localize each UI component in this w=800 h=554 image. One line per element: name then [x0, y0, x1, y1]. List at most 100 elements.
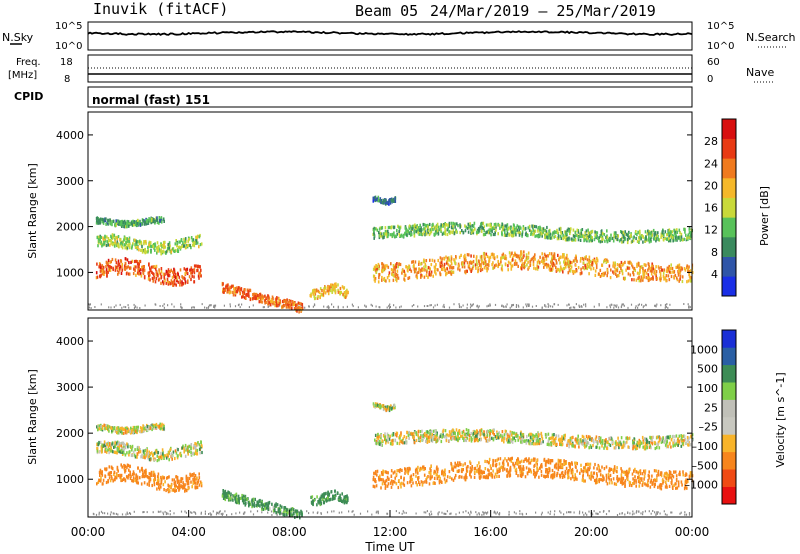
echo-cell [165, 281, 168, 285]
echo-cell [262, 295, 264, 299]
echo-cell [379, 231, 382, 235]
echo-cell [328, 492, 331, 496]
ground-scatter-cell [165, 513, 167, 516]
ground-scatter-cell [509, 306, 511, 309]
echo-cell [685, 238, 688, 242]
echo-cell [191, 473, 194, 477]
echo-cell [185, 448, 187, 452]
echo-cell [108, 238, 110, 243]
echo-cell [584, 263, 586, 267]
echo-cell [478, 263, 481, 267]
echo-cell [450, 221, 453, 225]
echo-cell [139, 259, 142, 264]
echo-cell [287, 301, 290, 305]
echo-cell [146, 482, 149, 486]
echo-cell [598, 239, 600, 243]
echo-cell [563, 257, 566, 261]
echo-cell [414, 223, 416, 227]
echo-cell [124, 257, 127, 261]
echo-cell [649, 277, 651, 281]
echo-cell [572, 234, 575, 238]
echo-cell [102, 236, 104, 240]
echo-cell [149, 478, 152, 482]
ground-scatter-cell [624, 513, 626, 516]
echo-cell [601, 263, 603, 267]
echo-cell [122, 451, 125, 455]
echo-cell [637, 263, 640, 267]
echo-cell [168, 475, 170, 479]
echo-cell [383, 276, 386, 281]
echo-cell [486, 269, 488, 273]
echo-cell [509, 254, 512, 258]
echo-cell [144, 471, 147, 475]
echo-cell [126, 463, 129, 467]
echo-cell [136, 245, 139, 249]
echo-cell [116, 426, 118, 430]
echo-cell [379, 477, 382, 482]
echo-cell [97, 218, 99, 222]
echo-cell [228, 291, 231, 295]
echo-cell [193, 444, 195, 448]
echo-cell [580, 271, 583, 275]
echo-cell [537, 259, 540, 263]
echo-cell [148, 240, 151, 244]
echo-cell [532, 231, 535, 235]
echo-cell [505, 257, 508, 261]
echo-cell [103, 272, 105, 276]
ground-scatter-cell [511, 305, 513, 308]
ground-scatter-cell [631, 513, 634, 516]
echo-cell [135, 273, 137, 277]
ground-scatter-cell [627, 512, 629, 514]
echo-cell [399, 468, 402, 472]
ground-scatter-cell [493, 510, 496, 513]
echo-cell [384, 201, 387, 205]
echo-cell [184, 272, 186, 276]
echo-cell [616, 268, 618, 273]
echo-cell [475, 260, 478, 264]
echo-cell [254, 294, 256, 299]
echo-cell [451, 477, 453, 481]
echo-cell [121, 219, 123, 223]
ground-scatter-cell [401, 512, 403, 515]
echo-cell [537, 229, 539, 233]
echo-cell [192, 269, 194, 273]
ground-scatter-cell [531, 305, 534, 308]
echo-cell [195, 442, 197, 446]
echo-cell [373, 265, 376, 269]
echo-cell [422, 260, 425, 264]
echo-cell [375, 264, 377, 268]
echo-cell [129, 430, 131, 434]
echo-cell [237, 286, 240, 290]
echo-cell [563, 255, 565, 259]
echo-cell [420, 480, 423, 484]
echo-cell [425, 232, 428, 236]
echo-cell [571, 261, 573, 265]
echo-cell [598, 272, 600, 276]
echo-cell [176, 456, 179, 460]
echo-cell [196, 485, 199, 490]
echo-cell [522, 264, 524, 268]
echo-cell [102, 218, 105, 222]
echo-cell [515, 262, 518, 266]
echo-cell [374, 279, 376, 283]
echo-cell [243, 288, 246, 292]
echo-cell [131, 223, 134, 227]
echo-cell [161, 454, 163, 458]
echo-cell [469, 224, 472, 229]
ground-scatter-cell [582, 511, 584, 514]
echo-cell [255, 292, 258, 297]
echo-cell [514, 259, 517, 263]
echo-cell [645, 275, 648, 280]
echo-cell [615, 231, 617, 235]
ground-scatter-cell [689, 306, 691, 309]
echo-cell [134, 221, 136, 225]
echo-cell [319, 502, 322, 507]
echo-cell [412, 481, 414, 485]
echo-cell [346, 494, 348, 498]
echo-cell [666, 475, 668, 479]
echo-cell [105, 448, 107, 452]
ground-scatter-cell [333, 305, 335, 308]
ground-scatter-cell [395, 306, 397, 309]
echo-cell [632, 239, 635, 243]
echo-cell [647, 268, 649, 272]
